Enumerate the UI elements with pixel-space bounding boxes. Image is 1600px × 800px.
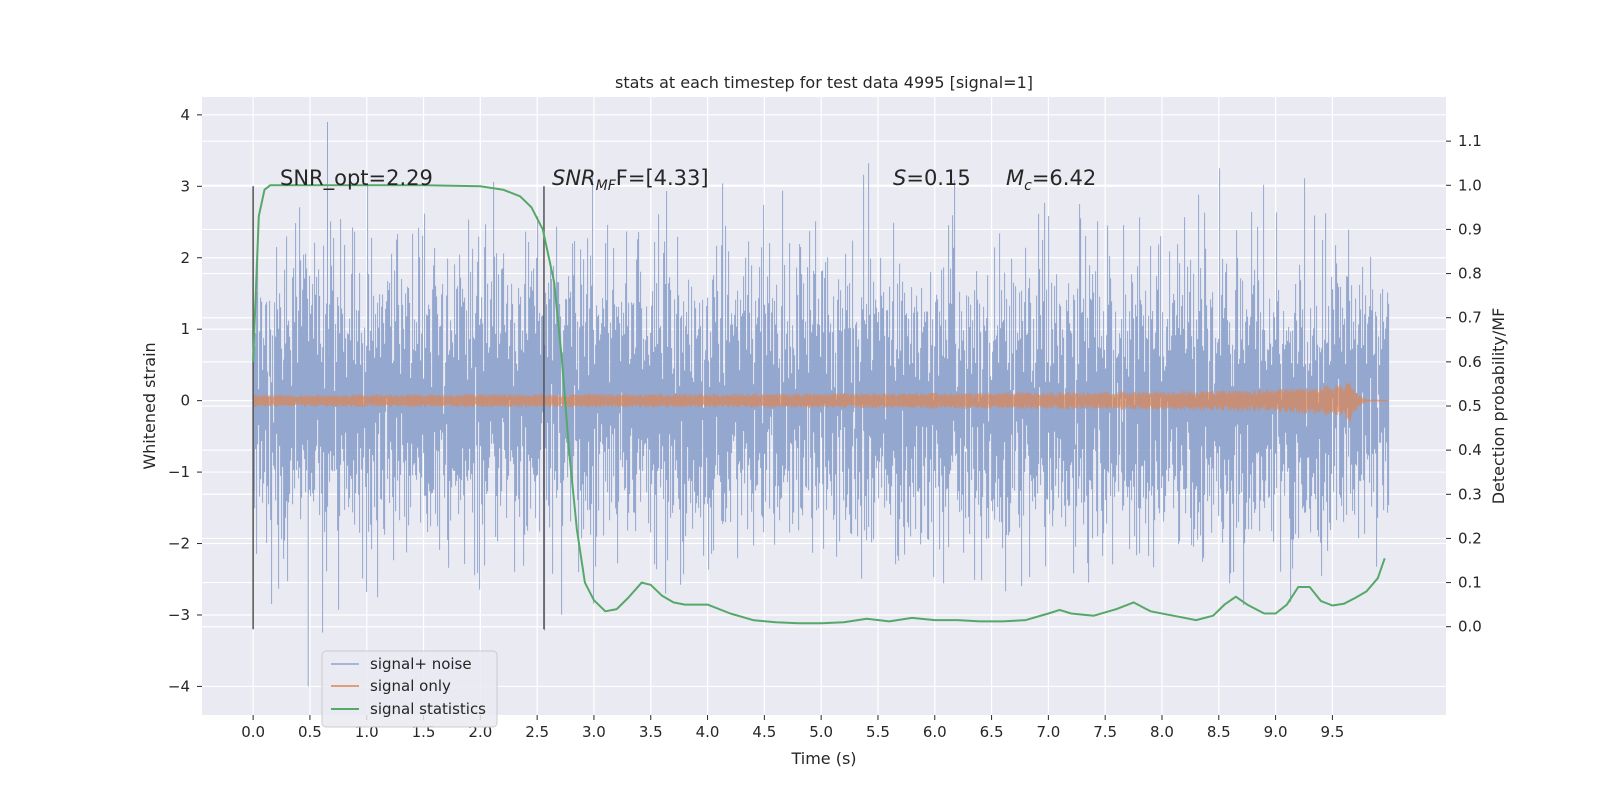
x-tick-label: 5.0	[809, 723, 833, 741]
y2-tick-label: 0.4	[1458, 441, 1482, 459]
y-axis-label: Whitened strain	[140, 342, 159, 469]
vertical-lines	[252, 186, 545, 630]
legend-label-signal-noise: signal+ noise	[370, 655, 472, 673]
annotation-snr-opt: SNR_opt=2.29	[280, 166, 433, 191]
legend-label-signal-only: signal only	[370, 677, 451, 695]
y2-tick-label: 1.0	[1458, 176, 1482, 194]
x-tick-label: 6.5	[980, 723, 1004, 741]
legend: signal+ noise signal only signal statist…	[321, 650, 498, 728]
x-tick-label: 0.0	[241, 723, 265, 741]
x-tick-label: 7.0	[1036, 723, 1060, 741]
x-tick-label: 3.5	[639, 723, 663, 741]
annotation-s: S=0.15	[893, 166, 971, 190]
y-tick-label: −2	[168, 535, 190, 553]
y2-tick-label: 0.6	[1458, 353, 1482, 371]
x-tick-label: 0.5	[298, 723, 322, 741]
series-signal-statistics	[252, 184, 1386, 625]
x-tick-label: 3.0	[582, 723, 606, 741]
annotation-mc: Mc=6.42	[1006, 166, 1096, 194]
y-tick-label: −4	[168, 677, 190, 695]
x-tick-label: 9.0	[1264, 723, 1288, 741]
y-tick-label: 2	[180, 249, 190, 267]
x-tick-label: 6.0	[923, 723, 947, 741]
y2-tick-label: 0.1	[1458, 574, 1482, 592]
y2-tick-label: 0.3	[1458, 485, 1482, 503]
x-tick-label: 4.5	[752, 723, 776, 741]
legend-label-signal-statistics: signal statistics	[370, 700, 486, 718]
x-axis-label: Time (s)	[790, 749, 856, 768]
y-tick-label: −3	[168, 606, 190, 624]
y-tick-label: 3	[180, 177, 190, 195]
y-ticks: 4 3 2 1 0 −1 −2 −3 −4	[168, 106, 202, 695]
x-tick-label: 8.0	[1150, 723, 1174, 741]
x-tick-label: 8.5	[1207, 723, 1231, 741]
chart-title: stats at each timestep for test data 499…	[615, 73, 1033, 92]
legend-box	[321, 650, 498, 728]
y2-axis-label: Detection probability/MF	[1489, 308, 1508, 505]
y-tick-label: 4	[180, 106, 190, 124]
statistics-line	[252, 184, 1386, 625]
y2-tick-label: 1.1	[1458, 132, 1482, 150]
y-tick-label: 0	[180, 392, 190, 410]
y2-tick-label: 0.0	[1458, 618, 1482, 636]
x-tick-label: 9.5	[1320, 723, 1344, 741]
x-tick-label: 2.5	[525, 723, 549, 741]
y2-tick-label: 0.2	[1458, 529, 1482, 547]
x-tick-label: 7.5	[1093, 723, 1117, 741]
y2-tick-label: 0.5	[1458, 397, 1482, 415]
y-tick-label: 1	[180, 320, 190, 338]
y2-tick-label: 0.9	[1458, 220, 1482, 238]
y2-tick-label: 0.7	[1458, 309, 1482, 327]
x-tick-label: 4.0	[696, 723, 720, 741]
y-tick-label: −1	[168, 463, 190, 481]
annotation-snr-mf: SNRMFF=[4.33]	[552, 166, 709, 194]
y2-tick-label: 0.8	[1458, 265, 1482, 283]
y2-ticks: 1.1 1.0 0.9 0.8 0.7 0.6 0.5 0.4 0.3 0.2 0.1 0.0	[1446, 132, 1482, 636]
x-tick-label: 5.5	[866, 723, 890, 741]
